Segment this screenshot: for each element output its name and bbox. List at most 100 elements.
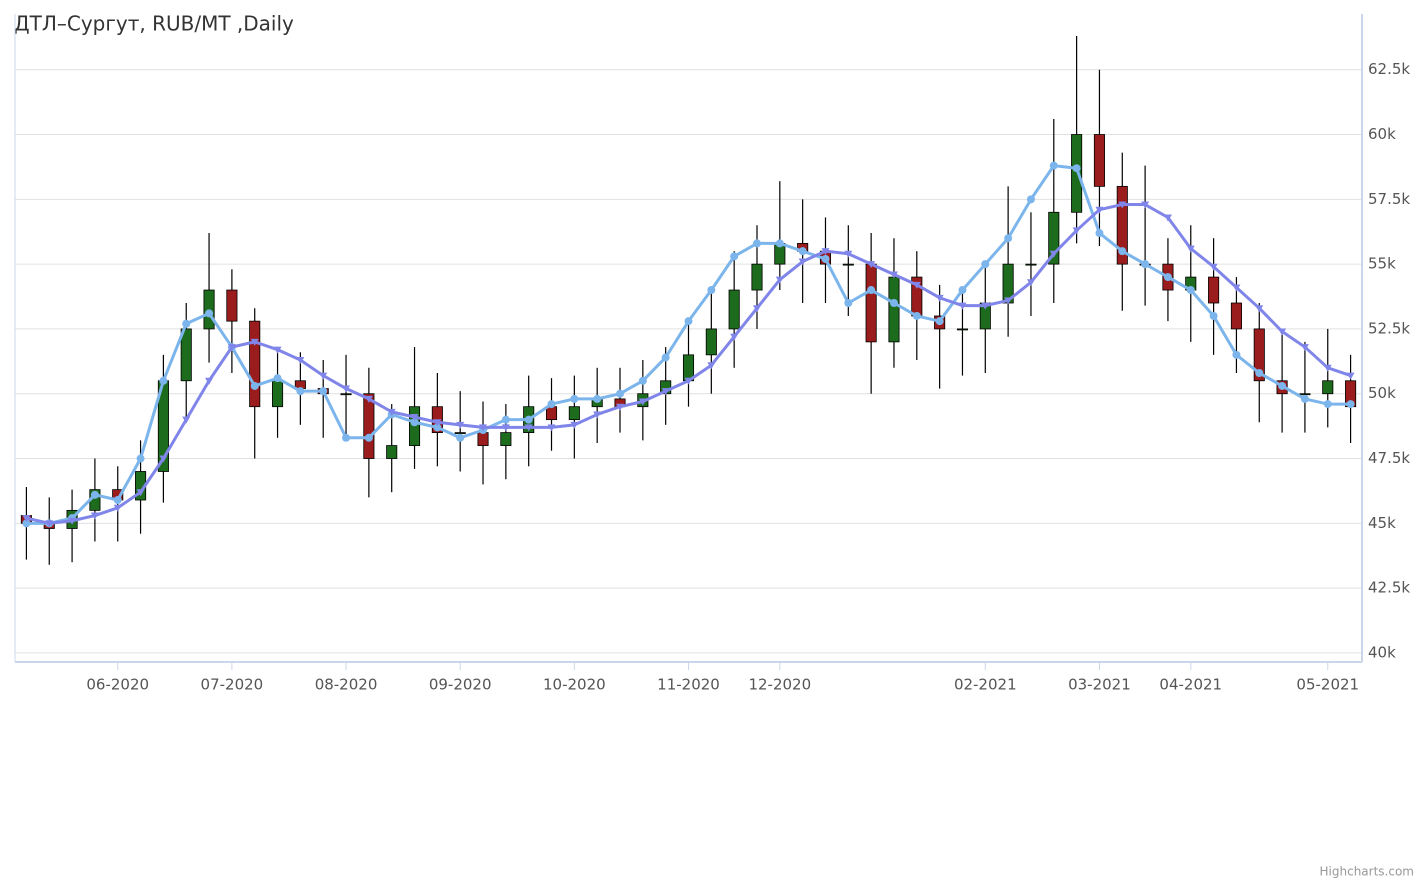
ma-marker bbox=[547, 400, 556, 409]
candle-body bbox=[454, 432, 466, 435]
ma-marker bbox=[1278, 328, 1287, 336]
ma-marker bbox=[501, 424, 510, 432]
candle-body bbox=[1116, 185, 1128, 265]
ma-marker bbox=[661, 353, 670, 362]
ma-marker bbox=[159, 455, 168, 463]
candle-body bbox=[751, 263, 763, 291]
ma-marker bbox=[1118, 247, 1127, 256]
ma-marker bbox=[1118, 201, 1127, 209]
ma-marker bbox=[1072, 164, 1081, 173]
ma-marker bbox=[707, 362, 716, 370]
ma-marker bbox=[798, 247, 807, 256]
ma-marker bbox=[1072, 227, 1081, 235]
ma-marker bbox=[1255, 305, 1264, 313]
ma-marker bbox=[1323, 364, 1332, 372]
ma-marker bbox=[616, 403, 625, 411]
candle-body bbox=[568, 406, 580, 421]
ma-marker bbox=[1186, 286, 1195, 295]
ma-marker bbox=[364, 395, 373, 403]
credits[interactable]: Highcharts.com bbox=[1320, 865, 1414, 879]
ma-marker bbox=[684, 317, 693, 326]
ma-marker bbox=[1300, 394, 1309, 403]
candle-body bbox=[1322, 380, 1334, 395]
candle-body bbox=[956, 328, 969, 331]
ma-marker bbox=[136, 454, 145, 463]
ma-marker bbox=[1186, 245, 1195, 253]
ma-marker bbox=[593, 411, 602, 419]
candle-body bbox=[1299, 393, 1311, 396]
ma-marker bbox=[981, 260, 990, 269]
ma-marker bbox=[593, 394, 602, 403]
ma-marker bbox=[1049, 250, 1058, 258]
candle-body bbox=[888, 276, 900, 343]
candle-body bbox=[1253, 328, 1265, 382]
ma-marker bbox=[456, 433, 465, 442]
candle-body bbox=[477, 432, 489, 446]
ma-marker bbox=[730, 333, 739, 341]
ma-marker bbox=[1049, 161, 1058, 170]
candle-body bbox=[340, 393, 352, 396]
ma-marker bbox=[113, 504, 122, 512]
ma-marker bbox=[456, 421, 465, 429]
ma-marker bbox=[342, 433, 351, 442]
x-tick-label: 11-2020 bbox=[657, 676, 720, 694]
ma-marker bbox=[1163, 273, 1172, 282]
ma-marker bbox=[889, 299, 898, 308]
ma-marker bbox=[1323, 400, 1332, 409]
ma-marker bbox=[570, 421, 579, 429]
ma-marker bbox=[22, 519, 31, 528]
ma-marker bbox=[364, 433, 373, 442]
candle-body bbox=[1208, 276, 1220, 304]
y-tick-label: 50k bbox=[1368, 384, 1396, 402]
ma-marker bbox=[638, 376, 647, 385]
ma-marker bbox=[1232, 284, 1241, 292]
ma-marker bbox=[273, 374, 282, 383]
ma-marker bbox=[912, 281, 921, 289]
ma-marker bbox=[1346, 372, 1355, 380]
ma-marker bbox=[1095, 206, 1104, 214]
y-tick-label: 57.5k bbox=[1368, 190, 1410, 208]
ma-marker bbox=[1209, 311, 1218, 320]
ma-marker bbox=[867, 286, 876, 295]
x-tick-label: 10-2020 bbox=[543, 676, 606, 694]
ma-marker bbox=[1232, 350, 1241, 359]
ma-marker bbox=[1278, 381, 1287, 390]
ma-marker bbox=[524, 415, 533, 424]
ma-marker bbox=[912, 311, 921, 320]
ma-marker bbox=[844, 250, 853, 258]
y-tick-label: 60k bbox=[1368, 125, 1396, 143]
x-tick-label: 04-2021 bbox=[1159, 676, 1222, 694]
ma-marker bbox=[661, 388, 670, 396]
candle-body bbox=[842, 263, 854, 266]
y-tick-label: 40k bbox=[1368, 643, 1396, 661]
ma-marker bbox=[844, 299, 853, 308]
ma-marker bbox=[1209, 263, 1218, 271]
ma-marker bbox=[68, 517, 77, 525]
x-tick-label: 05-2021 bbox=[1296, 676, 1359, 694]
ma-marker bbox=[205, 377, 214, 385]
ma-marker bbox=[867, 261, 876, 269]
ma-marker bbox=[159, 376, 168, 385]
ma-marker bbox=[775, 239, 784, 248]
candle-body bbox=[1093, 134, 1105, 187]
ma-marker bbox=[981, 302, 990, 310]
candle-body bbox=[363, 393, 375, 459]
ma-marker bbox=[752, 239, 761, 248]
x-tick-label: 02-2021 bbox=[954, 676, 1017, 694]
candle-body bbox=[249, 320, 261, 408]
y-tick-label: 47.5k bbox=[1368, 449, 1410, 467]
ma-marker bbox=[342, 385, 351, 393]
ma-marker bbox=[798, 258, 807, 266]
ma-marker bbox=[250, 381, 259, 390]
chart-title: ДТЛ–Сургут, RUB/MT ,Daily bbox=[14, 12, 294, 36]
x-tick-label: 07-2020 bbox=[201, 676, 264, 694]
ma-marker bbox=[821, 248, 830, 256]
candle-body bbox=[705, 328, 717, 356]
ma-marker bbox=[684, 377, 693, 385]
ma-marker bbox=[1004, 234, 1013, 243]
ma-marker bbox=[1141, 260, 1150, 269]
ma-marker bbox=[935, 317, 944, 326]
x-tick-label: 03-2021 bbox=[1068, 676, 1131, 694]
candle-body bbox=[1071, 134, 1083, 213]
ma-marker bbox=[227, 344, 236, 352]
